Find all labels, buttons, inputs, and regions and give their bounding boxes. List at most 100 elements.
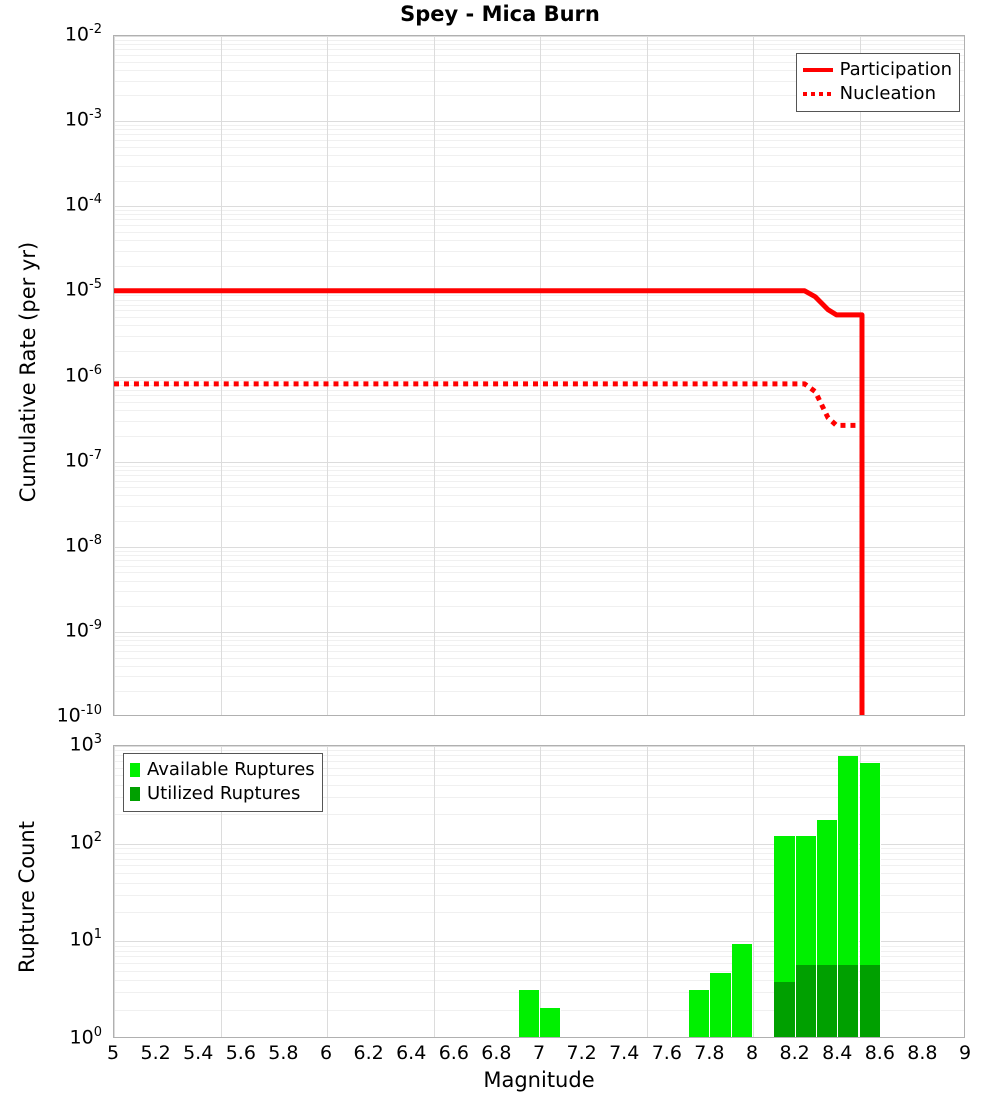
utilized-rupture-segment (774, 981, 795, 1037)
rate-curves (114, 288, 865, 715)
gridline-major-vertical (114, 36, 115, 715)
rupture-count-bar (795, 835, 817, 1037)
gridline-minor-horizontal (114, 767, 964, 769)
gridline-minor-horizontal (114, 554, 964, 556)
gridline-minor-horizontal (114, 421, 964, 422)
gridline-major-horizontal (114, 843, 964, 845)
gridline-major-horizontal (114, 631, 964, 633)
x-tick-label: 5.6 (225, 1042, 256, 1064)
gridline-minor-horizontal (114, 180, 964, 182)
gridline-minor-horizontal (114, 61, 964, 63)
gridline-minor-horizontal (114, 317, 964, 318)
gridline-minor-horizontal (114, 54, 964, 56)
gridline-minor-horizontal (114, 784, 964, 786)
gridline-minor-horizontal (114, 225, 964, 227)
rupture-count-bar (838, 756, 860, 1037)
gridline-minor-horizontal (114, 650, 964, 652)
gridline-minor-horizontal (114, 384, 964, 386)
gridline-minor-horizontal (114, 945, 964, 947)
bottom-panel-legend: Available Ruptures Utilized Ruptures (123, 753, 323, 812)
gridline-major-vertical (540, 746, 541, 1037)
gridline-minor-horizontal (114, 465, 964, 467)
gridline-minor-horizontal (114, 469, 964, 471)
legend-item: Nucleation (802, 82, 952, 106)
gridline-minor-horizontal (114, 480, 964, 482)
gridline-minor-horizontal (114, 210, 964, 212)
rupture-count-bar (816, 820, 839, 1037)
gridline-minor-horizontal (114, 474, 964, 476)
gridline-minor-horizontal (114, 495, 964, 497)
gridline-minor-horizontal (114, 380, 964, 382)
gridline-minor-horizontal (114, 154, 964, 156)
gridline-minor-horizontal (114, 980, 964, 982)
gridline-minor-horizontal (114, 304, 964, 306)
legend-label: Available Ruptures (147, 759, 315, 780)
gridline-minor-horizontal (114, 39, 964, 41)
y-tick-label: 10-3 (64, 107, 102, 131)
x-tick-label: 6.4 (396, 1042, 427, 1064)
gridline-minor-horizontal (114, 848, 964, 850)
gridline-minor-horizontal (114, 49, 964, 51)
y-tick-label: 102 (69, 829, 102, 853)
gridline-minor-horizontal (114, 755, 964, 757)
gridline-minor-horizontal (114, 750, 964, 752)
gridline-minor-horizontal (114, 635, 964, 637)
gridline-minor-horizontal (114, 559, 964, 561)
nucleation-line-swatch-icon (802, 91, 833, 96)
y-tick-label: 10-7 (64, 447, 102, 471)
x-axis-title: Magnitude (483, 1068, 595, 1092)
gridline-major-horizontal (114, 746, 964, 747)
gridline-minor-horizontal (114, 657, 964, 659)
gridline-major-vertical (327, 36, 328, 715)
gridline-major-vertical (646, 36, 648, 715)
legend-label: Nucleation (839, 82, 936, 104)
rupture-count-bar (731, 943, 753, 1037)
y-tick-label: 100 (69, 1025, 102, 1049)
gridline-minor-horizontal (114, 676, 964, 678)
gridline-minor-horizontal (114, 219, 964, 221)
gridline-minor-horizontal (114, 550, 964, 552)
gridline-minor-horizontal (114, 640, 964, 642)
gridline-major-vertical (540, 36, 541, 715)
gridline-minor-horizontal (114, 44, 964, 46)
gridline-major-vertical (433, 746, 435, 1037)
gridline-minor-horizontal (114, 911, 964, 913)
gridline-minor-horizontal (114, 295, 964, 297)
gridline-minor-horizontal (114, 761, 964, 763)
gridline-major-vertical (114, 746, 115, 1037)
x-tick-label: 5.8 (268, 1042, 299, 1064)
gridline-minor-horizontal (114, 506, 964, 508)
gridline-major-horizontal (114, 461, 964, 463)
x-tick-label: 7.4 (609, 1042, 640, 1064)
gridline-minor-horizontal (114, 69, 964, 71)
gridline-major-vertical (220, 746, 222, 1037)
x-tick-label: 8.6 (864, 1042, 895, 1064)
gridline-minor-horizontal (114, 665, 964, 667)
gridline-minor-horizontal (114, 894, 964, 896)
gridline-minor-horizontal (114, 350, 964, 352)
rupture-count-bar (774, 835, 796, 1037)
x-tick-label: 7 (532, 1042, 546, 1064)
x-tick-label: 8.8 (907, 1042, 938, 1064)
gridline-minor-horizontal (114, 214, 964, 216)
gridline-major-horizontal (114, 376, 964, 378)
gridline-major-vertical (433, 36, 435, 715)
legend-label: Utilized Ruptures (147, 782, 301, 804)
gridline-minor-horizontal (114, 95, 964, 97)
gridline-minor-horizontal (114, 691, 964, 693)
gridline-minor-horizontal (114, 797, 964, 799)
gridline-minor-horizontal (114, 487, 964, 489)
rupture-count-bar (710, 973, 732, 1037)
y-tick-label: 10-2 (64, 22, 102, 46)
x-tick-label: 5.4 (183, 1042, 214, 1064)
x-tick-label: 8.4 (822, 1042, 853, 1064)
top-panel-y-tick-labels: 10-2 10-3 10-4 10-5 10-6 10-7 10-8 10-9 10-10 (0, 22, 108, 726)
gridline-minor-horizontal (114, 240, 964, 242)
gridline-minor-horizontal (114, 963, 964, 964)
bottom-panel-y-tick-labels: 103 102 101 100 (0, 732, 108, 1048)
x-tick-label: 9 (958, 1042, 972, 1064)
gridline-major-vertical (753, 36, 754, 715)
gridline-minor-horizontal (114, 565, 964, 567)
x-axis-tick-labels: 5 5.2 5.4 5.6 5.8 6 6.2 6.4 6.6 6.8 7 7.2 7.4 7.6 7.8 8… (107, 1042, 971, 1070)
rupture-count-bar (540, 1007, 562, 1037)
